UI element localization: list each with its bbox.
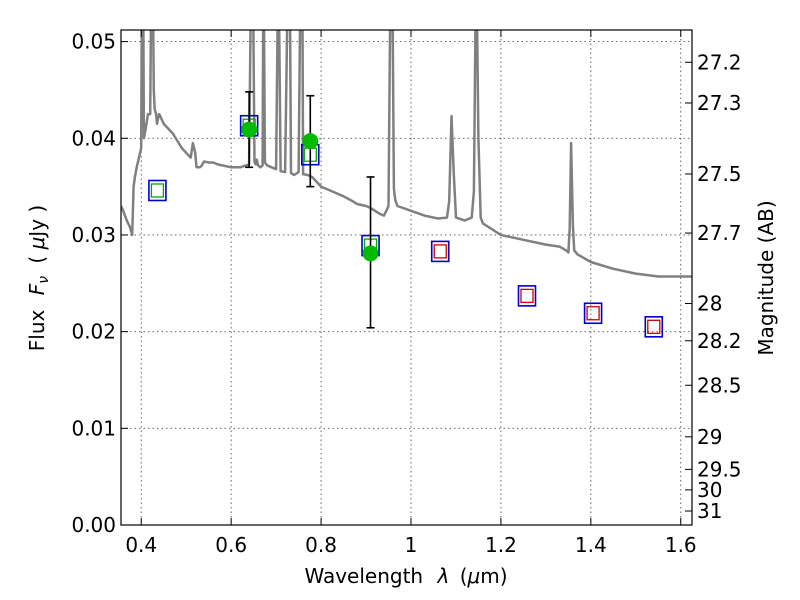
ticks: 0.4 0.6 0.8 1 1.2 1.4 1.6 0.00 0.01 0.02 0.03 0.04 0… bbox=[71, 30, 741, 557]
y-tick-label: 0.04 bbox=[71, 126, 116, 150]
x-tick-label: 1.4 bbox=[575, 533, 607, 557]
y2-tick-label: 27.2 bbox=[697, 50, 742, 74]
x-tick-label: 1.2 bbox=[485, 533, 517, 557]
x-axis-label: Wavelength λ (μm) bbox=[304, 564, 507, 588]
y2-axis-label: Magnitude (AB) bbox=[754, 200, 778, 355]
y2-tick-label: 28.5 bbox=[697, 373, 742, 397]
x-tick-label: 1 bbox=[405, 533, 418, 557]
plot-frame bbox=[120, 29, 693, 526]
y2-tick-label: 30 bbox=[697, 478, 722, 502]
model-box-inner bbox=[433, 244, 447, 259]
y2-tick-label: 28 bbox=[697, 292, 722, 316]
y-tick-label: 0.05 bbox=[71, 30, 116, 54]
model-box bbox=[644, 316, 664, 338]
model-box bbox=[148, 179, 167, 202]
model-box-inner bbox=[520, 288, 534, 304]
observed-point bbox=[362, 245, 379, 262]
x-tick-label: 0.4 bbox=[125, 533, 157, 557]
plot-area bbox=[121, 30, 692, 338]
model-box bbox=[517, 285, 537, 307]
x-tick-label: 1.6 bbox=[665, 533, 697, 557]
model-box-inner bbox=[150, 183, 165, 198]
observed-point bbox=[302, 133, 319, 150]
y-tick-label: 0.00 bbox=[71, 513, 116, 537]
y-tick-label: 0.03 bbox=[71, 223, 116, 247]
model-box bbox=[430, 240, 450, 263]
y2-tick-label: 27.5 bbox=[697, 162, 742, 186]
model-box-inner bbox=[647, 319, 661, 334]
observed-point bbox=[241, 121, 258, 138]
y2-tick-label: 31 bbox=[697, 499, 722, 523]
y-tick-label: 0.02 bbox=[71, 320, 116, 344]
x-tick-label: 0.6 bbox=[215, 533, 247, 557]
model-box bbox=[583, 302, 603, 325]
y2-tick-label: 29 bbox=[697, 425, 722, 449]
spectrum-line bbox=[121, 30, 692, 278]
model-box-inner bbox=[586, 306, 600, 321]
y-tick-label: 0.01 bbox=[71, 416, 116, 440]
grid bbox=[121, 30, 692, 526]
y2-tick-label: 28.2 bbox=[697, 329, 742, 353]
y2-tick-label: 27.7 bbox=[697, 221, 742, 245]
y2-tick-label: 29.5 bbox=[697, 457, 742, 481]
y2-tick-label: 27.3 bbox=[697, 91, 742, 115]
y-axis-label: Flux Fν ( μJy ) bbox=[25, 205, 53, 351]
x-tick-label: 0.8 bbox=[305, 533, 337, 557]
